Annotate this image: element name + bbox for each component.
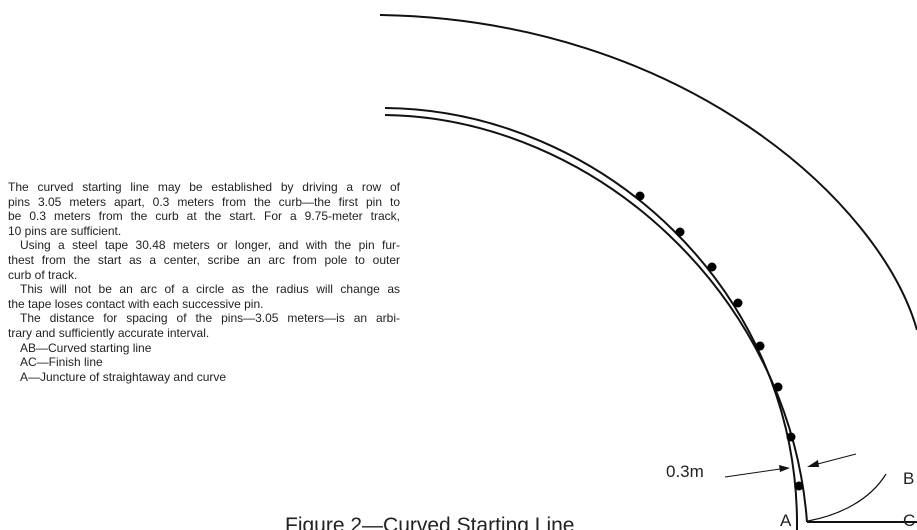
gap-label: 0.3m: [666, 462, 704, 481]
text-line: A—Juncture of straightaway and curve: [20, 369, 227, 384]
text-line: The distance for spacing of the pins—3.0…: [20, 311, 400, 326]
text-line: 10 pins are sufficient.: [8, 223, 122, 238]
inner-curb-line: [384, 114, 808, 523]
dimension-arrow: [724, 467, 788, 478]
pin: [786, 432, 796, 442]
pin: [794, 481, 804, 491]
arrow-head: [779, 465, 790, 472]
text-line: be 0.3 meters from the curb at the start…: [8, 209, 400, 224]
point-label: B: [903, 469, 914, 488]
description: The curved starting line may be establis…: [8, 180, 400, 384]
text-line: the tape loses contact with each success…: [8, 296, 264, 311]
text-line: thest from the start as a center, scribe…: [8, 252, 400, 267]
text-line: AB—Curved starting line: [20, 340, 152, 355]
outer-curb: [379, 14, 917, 331]
point-label: C: [903, 511, 915, 530]
text-line: This will not be an arc of a circle as t…: [20, 282, 400, 297]
pin: [733, 298, 743, 308]
arrow-head: [807, 460, 819, 467]
inner-curb: [384, 107, 799, 530]
point-label: A: [780, 511, 792, 530]
text-line: curb of track.: [8, 267, 78, 282]
text-line: trary and sufficiently accurate interval…: [8, 325, 210, 340]
text-line: AC—Finish line: [20, 355, 103, 370]
pin: [635, 191, 645, 201]
pin: [755, 341, 765, 351]
text-line: The curved starting line may be establis…: [8, 180, 400, 194]
pin: [773, 382, 783, 392]
pin: [675, 227, 685, 237]
pin: [707, 262, 717, 272]
text-line: Using a steel tape 30.48 meters or longe…: [20, 238, 400, 253]
caption: Figure 2—Curved Starting Line: [285, 514, 574, 530]
text-line: pins 3.05 meters apart, 0.3 meters from …: [8, 194, 400, 209]
starting-arc: [807, 473, 887, 522]
